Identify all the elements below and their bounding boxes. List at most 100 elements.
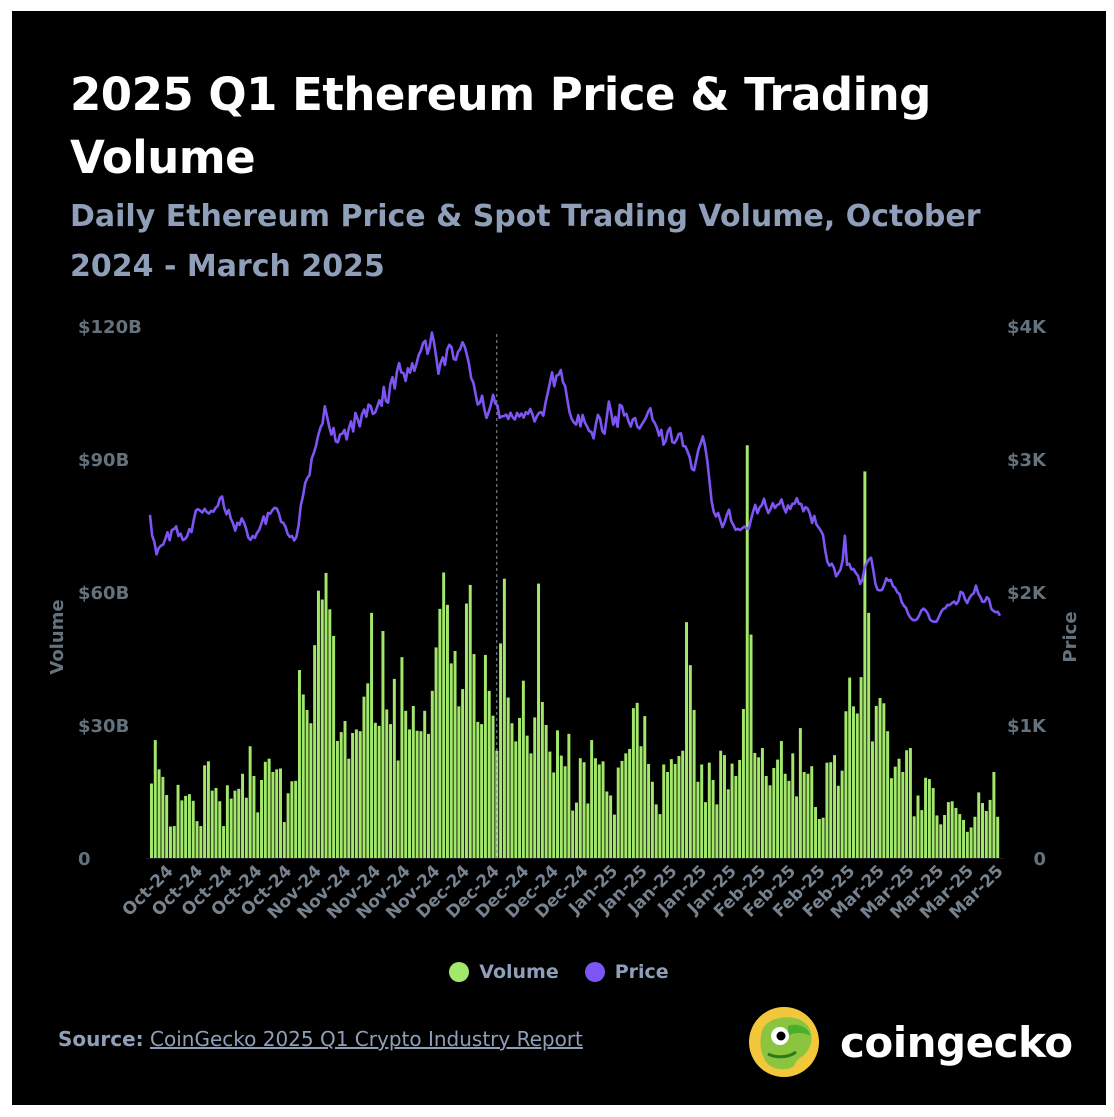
volume-bar	[726, 789, 730, 858]
volume-bar	[962, 819, 966, 858]
volume-bar	[153, 740, 157, 858]
volume-bar	[855, 713, 859, 858]
volume-bar	[901, 771, 905, 858]
volume-bar	[954, 807, 958, 858]
volume-bar	[870, 741, 874, 858]
volume-bar	[396, 760, 400, 858]
volume-bar	[248, 746, 252, 858]
volume-bar	[852, 706, 855, 858]
volume-bar	[472, 654, 476, 858]
volume-bar	[415, 730, 419, 858]
volume-bar	[920, 810, 924, 858]
volume-bar	[836, 785, 840, 858]
volume-bar	[965, 831, 969, 858]
volume-bar	[203, 765, 207, 858]
volume-bar	[385, 709, 389, 858]
volume-bar	[958, 814, 962, 858]
volume-bar	[772, 768, 776, 858]
volume-bar	[893, 766, 897, 858]
volume-bar	[332, 635, 336, 858]
volume-bar	[878, 697, 882, 858]
volume-bar	[168, 826, 172, 858]
volume-bar	[533, 717, 537, 858]
volume-bar	[692, 709, 696, 858]
left-axis-label: Volume	[47, 599, 68, 674]
volume-bar	[719, 750, 723, 858]
volume-bar	[791, 753, 795, 858]
volume-bar	[430, 690, 434, 858]
right-tick-label: $3K	[1007, 450, 1047, 471]
volume-bar	[571, 810, 575, 858]
volume-bar	[601, 761, 605, 858]
volume-bar	[161, 776, 165, 858]
volume-bar	[779, 740, 783, 858]
volume-bar	[643, 716, 647, 858]
volume-bar	[931, 787, 935, 858]
volume-bar	[351, 732, 355, 858]
volume-bar	[408, 729, 411, 858]
volume-bar	[320, 599, 324, 858]
volume-bar	[176, 784, 180, 858]
volume-bar	[722, 755, 726, 858]
volume-bar	[370, 612, 374, 858]
volume-bar	[506, 697, 510, 858]
volume-bar	[662, 764, 666, 858]
legend-item-price[interactable]: Price	[584, 961, 669, 983]
brand-name: coingecko	[840, 1017, 1073, 1067]
brand-block: coingecko	[748, 1006, 1073, 1078]
legend-volume-label: Volume	[479, 961, 559, 983]
volume-bar	[377, 725, 381, 858]
volume-bar	[434, 647, 438, 858]
volume-bar	[544, 725, 548, 858]
volume-bar	[889, 778, 893, 858]
volume-bar	[578, 758, 582, 858]
volume-bar	[157, 769, 161, 858]
chart-plot: 0$30B$60B$90B$120B 0$1K$2K$3K$4K Volume …	[47, 317, 1081, 923]
volume-bar	[848, 677, 852, 858]
volume-bar	[764, 775, 768, 858]
volume-bar	[294, 780, 298, 858]
volume-bar	[833, 755, 836, 858]
price-line	[148, 331, 1002, 624]
volume-bar	[829, 762, 833, 858]
volume-bar	[935, 815, 939, 858]
volume-bar	[521, 680, 525, 858]
right-tick-label: $1K	[1007, 716, 1047, 737]
volume-bar	[468, 584, 472, 858]
volume-bar	[172, 826, 176, 858]
legend-item-volume[interactable]: Volume	[449, 961, 559, 983]
volume-bar	[715, 804, 719, 858]
volume-bar	[225, 785, 229, 858]
left-tick-label: $90B	[78, 450, 129, 471]
right-axis-label: Price	[1060, 611, 1081, 662]
volume-bar	[442, 572, 446, 858]
right-axis-ticks: 0 $1K $2K $3K $4K	[1007, 317, 1047, 870]
volume-bar	[480, 724, 484, 858]
volume-bar	[256, 812, 260, 858]
volume-bar	[685, 622, 688, 858]
volume-bar	[548, 751, 552, 858]
volume-bar	[180, 800, 184, 858]
volume-bar	[575, 802, 578, 858]
right-tick-label: 0	[1033, 849, 1046, 870]
volume-bar	[669, 759, 673, 858]
volume-bar	[491, 715, 495, 858]
volume-bar	[620, 760, 624, 858]
volume-bar	[704, 802, 707, 858]
volume-bar	[476, 721, 480, 858]
volume-bar	[738, 760, 742, 858]
volume-bar	[810, 766, 814, 858]
volume-bar	[795, 796, 799, 858]
volume-bar	[282, 822, 286, 858]
volume-bar	[540, 701, 544, 858]
volume-bar	[445, 604, 449, 858]
volume-bar	[514, 741, 518, 858]
volume-bar	[696, 781, 700, 858]
volume-bar	[597, 764, 601, 858]
volume-bar	[483, 654, 487, 858]
volume-bar	[787, 780, 791, 858]
source-link[interactable]: CoinGecko 2025 Q1 Crypto Industry Report	[150, 1027, 583, 1051]
volume-bar	[768, 785, 772, 858]
volume-bar	[339, 732, 343, 858]
volume-bar	[753, 752, 757, 858]
